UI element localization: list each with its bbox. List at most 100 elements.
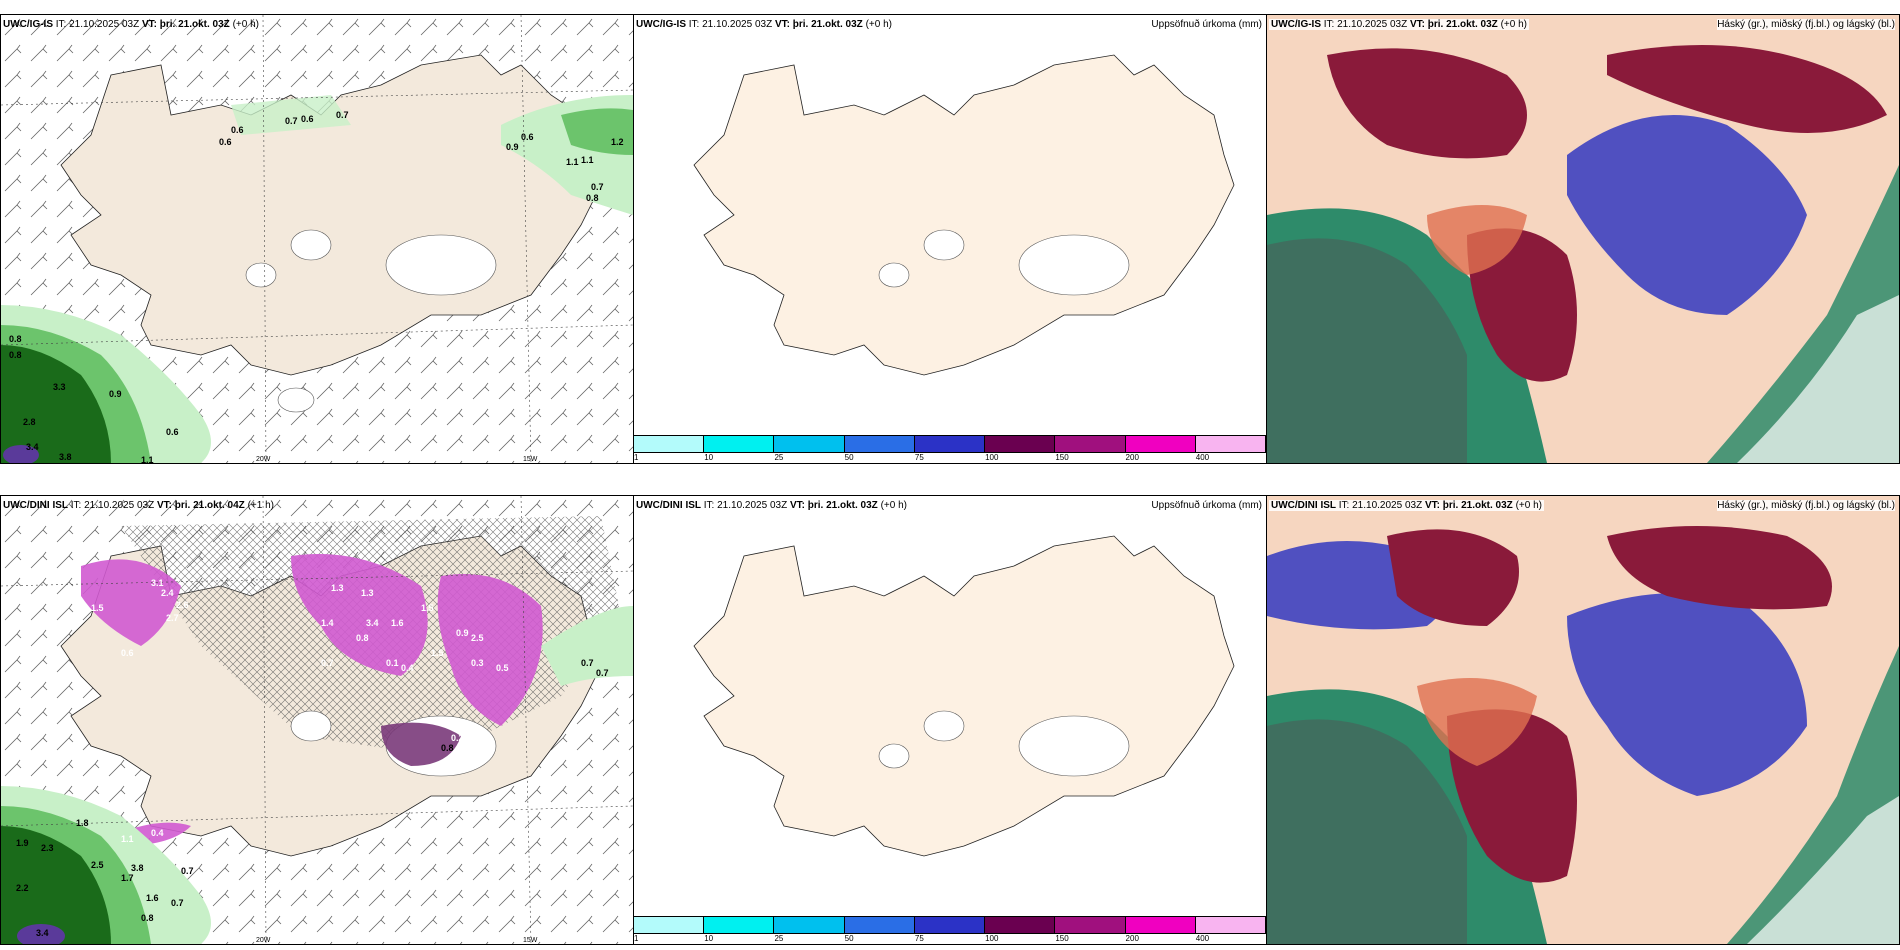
precip-value-label: 0.4 — [151, 828, 164, 838]
colorbar-tick: 1 — [634, 453, 639, 462]
map-panel-clouds-dini: UWC/DINI ISL IT: 21.10.2025 03Z VT: þri.… — [1266, 495, 1900, 945]
lon-15w-label: 15W — [523, 937, 538, 944]
panel-header: UWC/DINI ISL IT: 21.10.2025 03Z VT: þri.… — [636, 500, 907, 511]
precip-value-label: 0.7 — [181, 866, 194, 876]
colorbar-swatch — [774, 917, 845, 933]
colorbar-swatch — [634, 917, 705, 933]
map-panel-accum-precip-dini: UWC/DINI ISL IT: 21.10.2025 03Z VT: þri.… — [633, 495, 1267, 945]
precip-value-label: 3.8 — [59, 452, 72, 462]
lead-time: (+0 h) — [880, 500, 907, 511]
colorbar-tick: 10 — [704, 934, 714, 943]
lon-20w-label: 20W — [256, 456, 271, 463]
precip-value-label: 0.6 — [301, 114, 314, 124]
precip-value-label: 0.8 — [356, 633, 369, 643]
panel-title: Háský (gr.), miðský (fj.bl.) og lágský (… — [1717, 19, 1895, 30]
precip-value-label: 0.8 — [586, 193, 599, 203]
lead-time: (+0 h) — [232, 19, 259, 30]
iceland-landmass — [693, 535, 1235, 857]
precip-value-label: 3.1 — [151, 578, 164, 588]
colorbar-swatch — [985, 917, 1056, 933]
precip-value-label: 3.4 — [366, 618, 379, 628]
panel-title: Uppsöfnuð úrkoma (mm) — [1151, 19, 1262, 30]
precip-value-label: 0.7 — [171, 898, 184, 908]
valid-label: VT: — [774, 19, 790, 30]
model-name: UWC/DINI ISL — [636, 500, 701, 511]
colorbar-tick: 100 — [985, 934, 999, 943]
colorbar-tick: 1 — [634, 934, 639, 943]
precip-value-label: 0.7 — [581, 658, 594, 668]
precip-value-label: 1.1 — [121, 834, 134, 844]
init-time: IT: 21.10.2025 03Z — [703, 500, 788, 511]
precip-value-label: 1.2 — [611, 137, 624, 147]
colorbar-swatch — [634, 436, 705, 452]
init-time: IT: 21.10.2025 03Z — [70, 500, 155, 511]
precip-value-label: 1.6 — [146, 893, 159, 903]
colorbar-swatch — [1125, 917, 1196, 933]
precip-value-label: 0.3 — [471, 658, 484, 668]
precip-value-label: 1.1 — [581, 155, 594, 165]
precip-value-labels: 0.60.60.7 0.6 0.70.60.91.11.21.10.70.80.80… — [9, 110, 624, 463]
lead-time: (+0 h) — [1515, 500, 1542, 511]
colorbar-swatch — [914, 436, 986, 452]
precip-value-label: 1.5 — [91, 603, 104, 613]
precip-value-label: 0.9 — [506, 142, 519, 152]
precip-value-label: 1.1 — [566, 157, 579, 167]
colorbar-tick: 10 — [704, 453, 714, 462]
colorbar-tick: 25 — [774, 453, 784, 462]
map-panel-precip-wind-igis: UWC/IG-IS IT: 21.10.2025 03Z VT: þri. 21… — [0, 14, 634, 464]
cloud-cover-map — [1267, 15, 1899, 463]
colorbar-tick: 400 — [1195, 453, 1210, 462]
panel-title: Uppsöfnuð úrkoma (mm) — [1151, 500, 1262, 511]
precip-value-label: 0.6 — [521, 132, 534, 142]
map-panel-accum-precip-igis: UWC/IG-IS IT: 21.10.2025 03Z VT: þri. 21… — [633, 14, 1267, 464]
precip-value-label: 2.5 — [471, 633, 484, 643]
iceland-accum-map — [693, 54, 1235, 376]
colorbar-swatch — [985, 436, 1056, 452]
precip-value-label: 0.7 — [596, 668, 609, 678]
colorbar-swatch — [1195, 436, 1266, 452]
precip-value-label: 0.7 — [285, 116, 298, 126]
precip-value-label: 1.5 — [421, 603, 434, 613]
precip-value-label: 0.1 — [386, 658, 399, 668]
panel-header: UWC/DINI ISL IT: 21.10.2025 03Z VT: þri.… — [1269, 500, 1544, 511]
model-name: UWC/DINI ISL — [3, 500, 68, 511]
colorbar-swatch — [914, 917, 986, 933]
precip-value-label: 2.2 — [16, 883, 29, 893]
init-time: IT: 21.10.2025 03Z — [1323, 19, 1408, 30]
colorbar-swatch — [1195, 917, 1266, 933]
valid-time: þri. 21.okt. 03Z — [792, 19, 863, 30]
precip-value-label: 0.6 — [121, 648, 134, 658]
colorbar-tick: 50 — [844, 453, 854, 462]
valid-time: þri. 21.okt. 04Z — [174, 500, 245, 511]
valid-label: VT: — [156, 500, 172, 511]
colorbar-tick: 200 — [1125, 453, 1139, 462]
panel-header: UWC/IG-IS IT: 21.10.2025 03Z VT: þri. 21… — [636, 19, 892, 30]
precip-value-label: 0.6 — [166, 427, 179, 437]
panel-header: UWC/IG-IS IT: 21.10.2025 03Z VT: þri. 21… — [1269, 19, 1529, 30]
precip-value-label: 0.8 — [9, 334, 22, 344]
valid-label: VT: — [1424, 500, 1440, 511]
precip-value-label: 0.8 — [9, 350, 22, 360]
colorbar-swatch — [704, 436, 775, 452]
precip-value-label: 0.6 — [219, 137, 232, 147]
lon-20w-label: 20W — [256, 937, 271, 944]
model-name: UWC/DINI ISL — [1271, 500, 1336, 511]
precip-value-label: 2.5 — [91, 860, 104, 870]
lead-time: (+1 h) — [247, 500, 274, 511]
colorbar-tick: 100 — [985, 453, 999, 462]
precip-value-label: 3.4 — [26, 442, 39, 452]
iceland-precip-wind-map: 20W 15W 3.12.42.61.51.32.7 1.40.61.31.53.… — [1, 496, 633, 944]
map-panel-precip-wind-dini: UWC/DINI ISL IT: 21.10.2025 03Z VT: þri.… — [0, 495, 634, 945]
colorbar-tick: 400 — [1195, 934, 1210, 943]
valid-time: þri. 21.okt. 03Z — [807, 500, 878, 511]
valid-label: VT: — [141, 19, 157, 30]
valid-label: VT: — [1409, 19, 1425, 30]
panel-header: UWC/DINI ISL IT: 21.10.2025 03Z VT: þri.… — [3, 500, 274, 511]
precip-value-label: 1.5 — [431, 648, 444, 658]
precip-value-label: 0.5 — [496, 663, 509, 673]
colorbar-swatch — [1125, 436, 1196, 452]
precip-value-label: 0.7 — [336, 110, 349, 120]
precip-value-label: 0.2 — [451, 733, 464, 743]
precip-value-label: 3.3 — [53, 382, 66, 392]
precip-value-label: 1.3 — [331, 583, 344, 593]
